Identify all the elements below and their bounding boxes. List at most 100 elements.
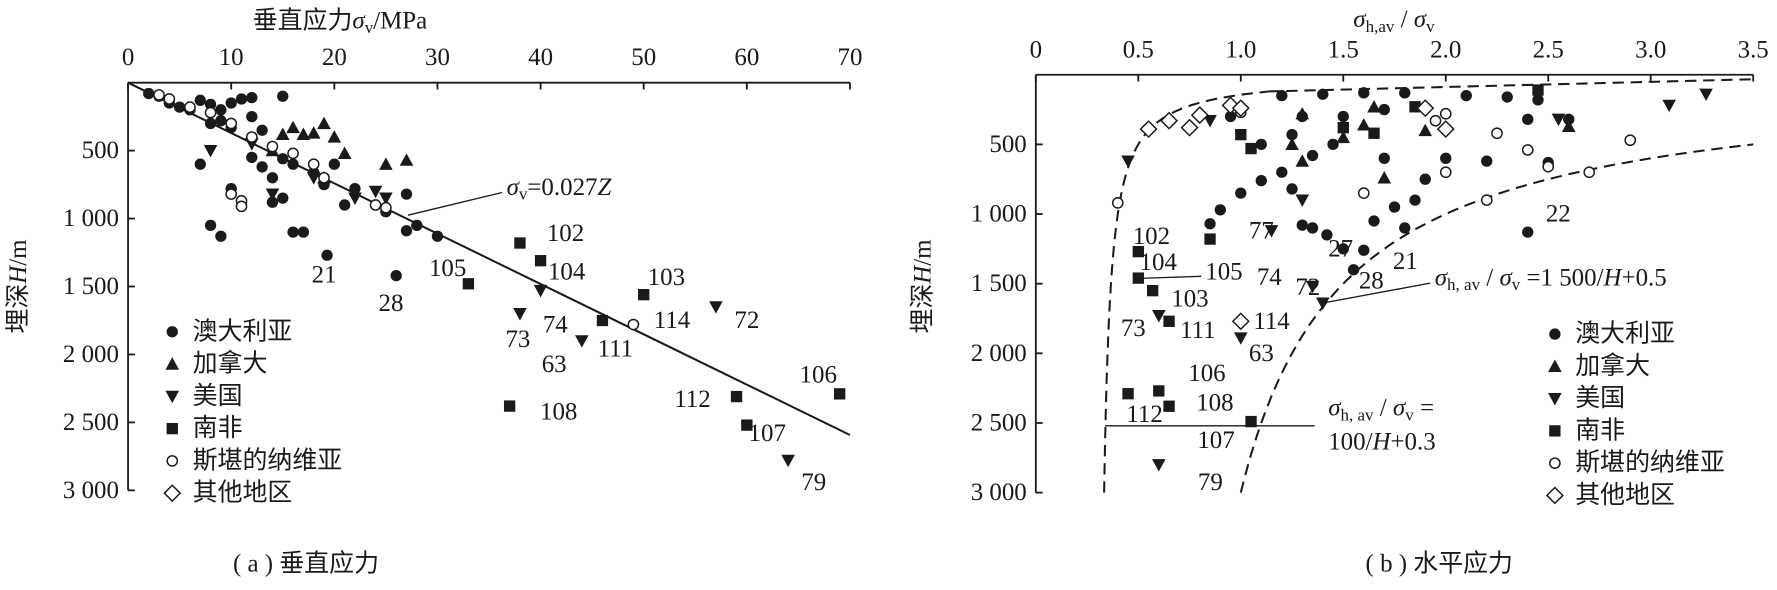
point	[503, 400, 516, 412]
point	[1481, 155, 1493, 167]
point	[296, 127, 311, 140]
point	[1347, 264, 1360, 276]
point	[1388, 201, 1401, 213]
text-part: σ	[1435, 264, 1449, 291]
legend-label: 美国	[1575, 384, 1625, 412]
y-axis-label: 埋深H/m	[4, 239, 32, 333]
y-tick-label: 500	[989, 131, 1026, 158]
point	[1358, 244, 1370, 256]
point	[297, 226, 310, 238]
point	[349, 183, 361, 195]
point	[327, 130, 342, 143]
point	[266, 172, 279, 184]
point	[245, 131, 258, 143]
point	[638, 288, 650, 301]
point-label: 102	[547, 220, 584, 247]
point	[256, 124, 268, 136]
point	[225, 188, 238, 200]
point	[781, 454, 795, 468]
x-tick-label: 50	[631, 44, 656, 71]
y-tick-label: 2 500	[971, 409, 1027, 436]
point	[1233, 332, 1248, 345]
x-tick-label: 60	[734, 44, 759, 71]
point	[1317, 88, 1329, 100]
legend-marker	[163, 484, 182, 503]
point-label: 72	[734, 307, 759, 334]
point	[1122, 388, 1134, 400]
caption: ( a ) 垂直应力	[233, 549, 379, 577]
point	[235, 93, 248, 105]
point	[204, 219, 217, 232]
legend-label: 澳大利亚	[193, 317, 293, 345]
point	[730, 390, 743, 403]
point	[1480, 194, 1493, 206]
point	[287, 226, 299, 238]
point	[1286, 183, 1298, 195]
point	[287, 147, 299, 160]
point	[1285, 137, 1299, 151]
point	[1321, 229, 1333, 241]
legend-marker	[165, 357, 180, 370]
point-label: 102	[1133, 223, 1170, 250]
point-label: 79	[801, 469, 826, 496]
point-label: 112	[674, 386, 710, 413]
point	[369, 199, 382, 211]
point	[1416, 99, 1435, 118]
y-tick-label: 1 000	[971, 201, 1027, 228]
point	[431, 230, 444, 242]
point-label: 104	[548, 258, 586, 285]
point	[184, 101, 196, 113]
point	[1439, 166, 1452, 179]
point	[1315, 297, 1330, 310]
point-label: 111	[1180, 317, 1216, 344]
point	[1409, 194, 1421, 206]
legend-label: 澳大利亚	[1575, 320, 1675, 348]
point	[1204, 218, 1216, 230]
point	[1378, 103, 1390, 116]
fit-label: σv=0.027Z	[507, 173, 613, 203]
x-tick-label: 0	[122, 44, 134, 71]
point	[1235, 128, 1247, 141]
y-tick-label: 3 000	[971, 479, 1027, 506]
point	[1439, 107, 1452, 120]
point	[1146, 284, 1159, 297]
point	[380, 201, 392, 214]
envelope-top	[1268, 78, 1754, 93]
point-label: 21	[312, 262, 337, 289]
text-part: H	[909, 264, 936, 285]
point	[1368, 127, 1380, 139]
point	[1160, 111, 1179, 130]
x-tick-label: 3.5	[1738, 36, 1769, 63]
point-label: 111	[598, 335, 634, 362]
point-label: 106	[1188, 360, 1225, 387]
point	[1327, 138, 1339, 151]
legend-marker	[1545, 486, 1564, 505]
point	[627, 318, 640, 331]
text-part: σ	[1393, 394, 1407, 421]
text-part: =	[1414, 394, 1434, 421]
point-label: 74	[543, 312, 568, 339]
point	[306, 126, 321, 139]
point-label: 73	[505, 326, 530, 353]
point	[1152, 459, 1166, 472]
y-tick-label: 1 500	[971, 270, 1027, 297]
text-part: σ	[1328, 394, 1342, 421]
point	[514, 237, 526, 249]
caption: ( b ) 水平应力	[1366, 549, 1513, 577]
point	[1224, 110, 1237, 123]
point	[348, 192, 362, 205]
text-part: h, av	[1341, 405, 1375, 424]
point	[1460, 89, 1472, 102]
point-label: 72	[1295, 274, 1320, 301]
point-label: 105	[1205, 258, 1242, 285]
point	[1264, 225, 1279, 238]
y-tick-label: 2 000	[971, 340, 1027, 367]
text-part: /m	[5, 239, 32, 265]
point-label: 114	[654, 307, 691, 334]
point-label: 107	[1197, 427, 1234, 454]
point	[173, 101, 186, 113]
point	[1356, 118, 1371, 131]
text-part: σ	[1353, 6, 1367, 33]
point	[411, 219, 423, 232]
point	[1305, 280, 1320, 294]
